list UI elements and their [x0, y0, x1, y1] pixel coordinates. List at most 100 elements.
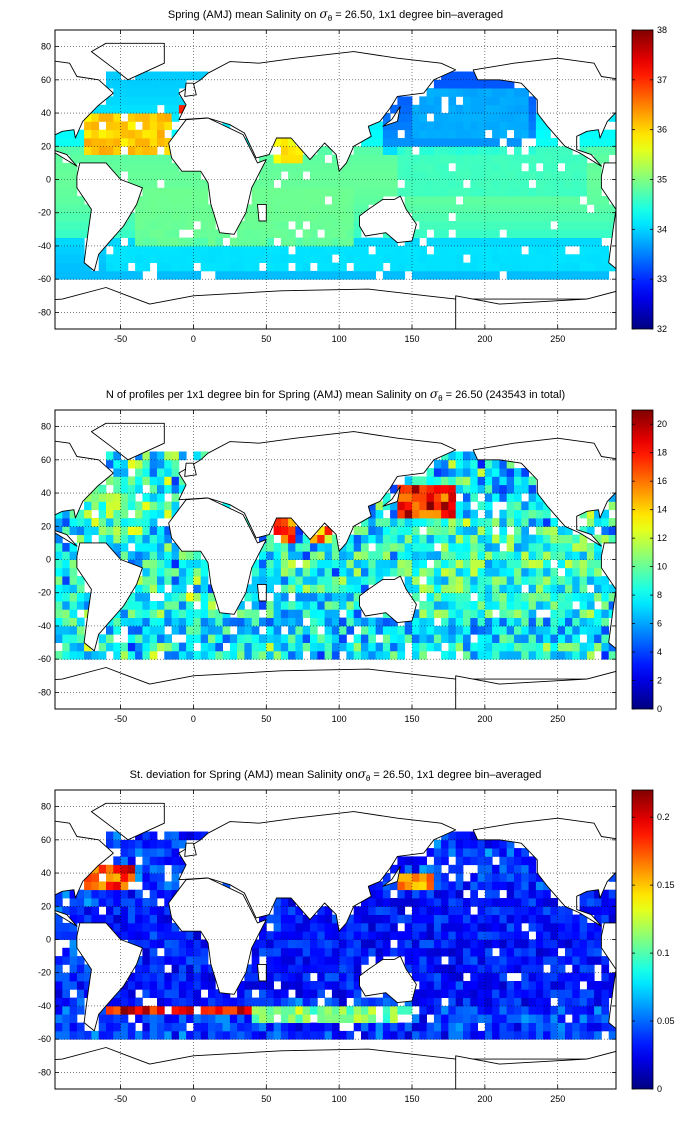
data-cell [514, 221, 522, 230]
data-cell [601, 964, 610, 974]
data-cell [120, 468, 129, 477]
data-cell [470, 71, 478, 81]
data-cell [514, 873, 522, 882]
data-cell [608, 1030, 616, 1040]
data-cell [528, 154, 537, 164]
data-cell [543, 989, 551, 999]
data-cell [572, 212, 580, 222]
data-cell [91, 889, 100, 899]
data-cell [492, 138, 500, 147]
data-cell [390, 617, 398, 627]
data-cell [135, 71, 143, 81]
data-cell [266, 625, 274, 635]
data-cell [164, 245, 172, 255]
data-cell [579, 171, 588, 180]
data-cell [324, 270, 333, 280]
data-cell [477, 88, 486, 97]
data-cell [470, 881, 478, 891]
data-cell [484, 237, 493, 247]
x-tick-label: 250 [550, 1094, 565, 1104]
data-cell [127, 856, 136, 866]
data-cell [477, 229, 486, 239]
data-cell [441, 451, 449, 461]
data-cell [76, 154, 85, 164]
data-cell [368, 634, 376, 644]
data-cell [368, 254, 376, 264]
data-cell [266, 551, 274, 560]
data-cell [259, 221, 267, 230]
data-cell [594, 989, 602, 999]
data-cell [565, 1005, 573, 1015]
data-cell [463, 1005, 471, 1015]
colorbar-tick-label: 6 [657, 619, 662, 629]
data-cell [484, 196, 493, 205]
data-cell [142, 146, 151, 156]
data-cell [426, 154, 435, 164]
data-cell [419, 270, 427, 280]
data-cell [164, 509, 172, 519]
data-cell [76, 625, 85, 635]
data-cell [426, 237, 435, 247]
data-cell [404, 542, 413, 552]
data-cell [295, 526, 304, 536]
data-cell [594, 138, 602, 147]
data-cell [470, 146, 478, 156]
data-cell [550, 642, 559, 652]
data-cell [135, 542, 143, 552]
data-cell [142, 493, 151, 502]
data-cell [579, 254, 588, 264]
data-cell [69, 187, 78, 197]
data-cell [142, 1030, 151, 1040]
data-cell [463, 922, 471, 932]
data-cell [586, 254, 595, 264]
data-cell [178, 856, 187, 866]
data-cell [69, 509, 78, 519]
data-cell [390, 864, 398, 874]
data-cell [324, 592, 333, 602]
data-cell [397, 171, 406, 180]
data-cell [521, 848, 529, 857]
data-cell [266, 931, 274, 940]
data-cell [499, 254, 508, 264]
data-cell [91, 129, 100, 139]
data-cell [535, 542, 544, 552]
data-cell [135, 931, 143, 940]
data-cell [594, 162, 602, 172]
data-cell [565, 634, 573, 644]
data-cell [361, 1014, 369, 1024]
data-cell [186, 964, 194, 974]
data-cell [565, 221, 573, 230]
data-cell [310, 1030, 318, 1040]
data-cell [586, 171, 595, 180]
data-cell [484, 254, 493, 264]
data-cell [470, 121, 478, 131]
data-cell [310, 617, 318, 627]
data-cell [441, 221, 449, 230]
data-cell [353, 939, 362, 949]
data-cell [382, 650, 391, 660]
data-cell [273, 947, 282, 957]
data-cell [499, 551, 508, 560]
data-cell [441, 179, 449, 189]
data-cell [419, 898, 427, 907]
data-cell [608, 898, 616, 907]
data-cell [55, 196, 63, 205]
data-cell [280, 617, 289, 627]
data-cell [492, 146, 500, 156]
data-cell [543, 138, 551, 147]
data-cell [477, 146, 486, 156]
data-cell [412, 542, 420, 552]
data-cell [565, 204, 573, 214]
data-cell [288, 559, 296, 569]
data-cell [164, 451, 172, 461]
data-cell [550, 196, 559, 205]
data-cell [579, 146, 588, 156]
data-cell [76, 146, 85, 156]
data-cell [412, 956, 420, 965]
data-cell [361, 634, 369, 644]
data-cell [565, 584, 573, 594]
data-cell [470, 138, 478, 147]
data-cell [426, 270, 435, 280]
data-cell [149, 113, 158, 122]
data-cell [324, 146, 333, 156]
